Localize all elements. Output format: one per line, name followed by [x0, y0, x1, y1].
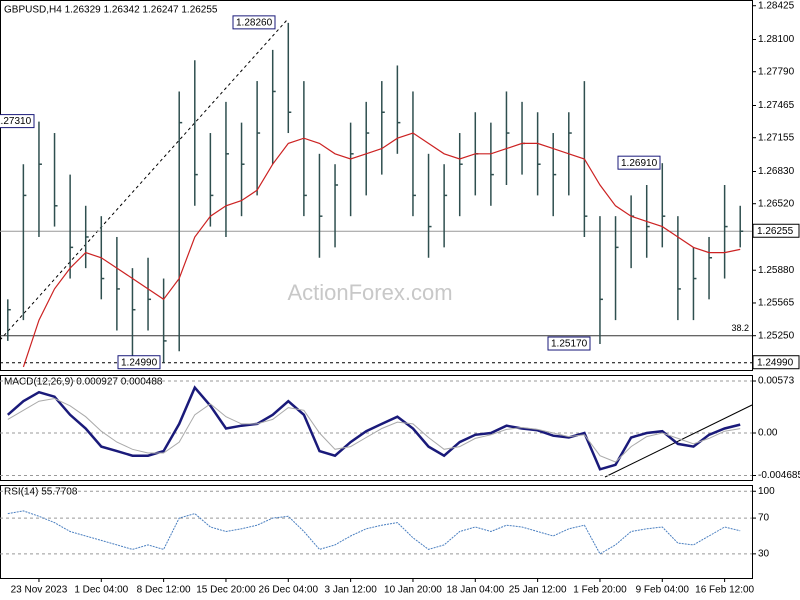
annotation-box	[117, 355, 161, 370]
price-box-label: 1.26255	[757, 226, 794, 237]
annotation-box	[617, 155, 661, 170]
indicator-line	[6, 385, 741, 471]
price-box	[752, 223, 800, 238]
y-tick-label: 1.27155	[758, 132, 795, 143]
y-tick-label: 1.27465	[758, 100, 795, 111]
moving-average	[22, 132, 741, 368]
trend-line	[0, 19, 288, 341]
x-tick-label: 9 Feb 04:00	[636, 585, 690, 596]
macd-title: MACD(12,26,9) 0.000927 0.000488	[4, 377, 163, 388]
annotation-label: 1.24990	[121, 357, 158, 368]
watermark: ActionForex.com	[287, 280, 452, 305]
price-box	[752, 355, 800, 370]
annotation-label: 1.28260	[236, 18, 273, 29]
x-tick-label: 3 Jan 12:00	[324, 585, 377, 596]
indicator-line	[7, 397, 741, 463]
x-tick-label: 15 Dec 20:00	[196, 585, 256, 596]
x-tick-label: 1 Dec 04:00	[74, 585, 128, 596]
y-tick-label: 1.25880	[758, 265, 795, 276]
y-tick-label: 1.28425	[758, 0, 795, 11]
rsi-panel	[0, 485, 753, 579]
y-tick-label: 1.25250	[758, 330, 795, 341]
y-tick-label: 1.26830	[758, 166, 795, 177]
y-tick-label: 0.00	[758, 428, 778, 439]
y-tick-label: 1.25565	[758, 298, 795, 309]
x-tick-label: 1 Feb 20:00	[573, 585, 627, 596]
chart-title: GBPUSD,H4 1.26329 1.26342 1.26247 1.2625…	[4, 5, 218, 16]
x-tick-label: 23 Nov 2023	[11, 585, 68, 596]
x-tick-label: 10 Jan 20:00	[384, 585, 442, 596]
y-tick-label: 100	[758, 486, 775, 497]
macd-panel	[0, 375, 753, 481]
x-tick-label: 18 Jan 04:00	[446, 585, 504, 596]
main-panel	[0, 0, 753, 371]
annotation-label: 1.26910	[621, 158, 658, 169]
indicator-line	[7, 510, 741, 555]
x-tick-label: 26 Dec 04:00	[259, 585, 319, 596]
annotation-box	[0, 114, 35, 129]
level-label: 38.2	[731, 323, 749, 333]
y-tick-label: 1.27790	[758, 66, 795, 77]
y-tick-label: -0.004685	[758, 470, 800, 481]
price-box-label: 1.24990	[757, 357, 794, 368]
annotation-box	[547, 336, 591, 351]
y-tick-label: 70	[758, 513, 770, 524]
rsi-title: RSI(14) 55.7708	[4, 487, 78, 498]
annotation-box	[232, 15, 276, 30]
y-tick-label: 1.26520	[758, 198, 795, 209]
macd-trend-line	[604, 404, 753, 478]
y-tick-label: 0.00573	[758, 376, 795, 387]
annotation-label: 1.25170	[551, 339, 588, 350]
y-tick-label: 30	[758, 548, 770, 559]
x-tick-label: 25 Jan 12:00	[509, 585, 567, 596]
annotation-label: 1.27310	[0, 116, 32, 127]
x-tick-label: 16 Feb 12:00	[695, 585, 754, 596]
y-tick-label: 1.28100	[758, 34, 795, 45]
x-tick-label: 8 Dec 12:00	[137, 585, 191, 596]
